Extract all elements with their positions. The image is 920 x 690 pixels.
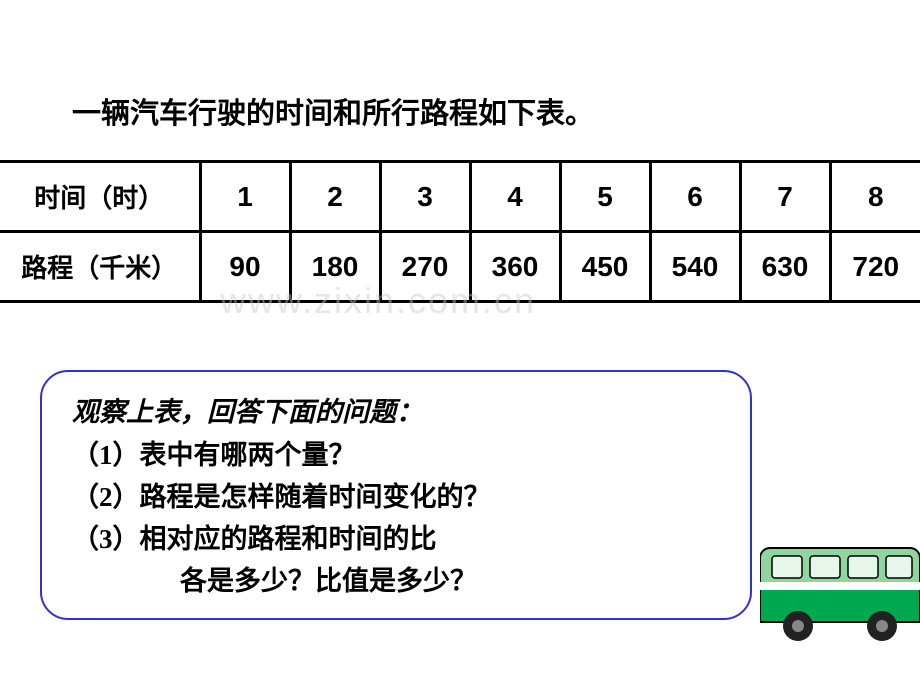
time-cell: 2 [290, 162, 380, 232]
dist-cell: 360 [470, 232, 560, 302]
dist-cell: 180 [290, 232, 380, 302]
bus-window [810, 556, 840, 578]
time-cell: 7 [740, 162, 830, 232]
question-3a: （3）相对应的路程和时间的比 [72, 519, 730, 561]
bus-window [772, 556, 802, 578]
time-cell: 8 [830, 162, 920, 232]
dist-cell: 540 [650, 232, 740, 302]
question-3b: 各是多少？比值是多少？ [72, 561, 730, 603]
time-cell: 3 [380, 162, 470, 232]
table-row-distance: 路程（千米） 90 180 270 360 450 540 630 720 [0, 232, 920, 302]
bus-window [848, 556, 878, 578]
bus-body-lower [760, 588, 920, 622]
time-cell: 6 [650, 162, 740, 232]
bus-stripe [760, 582, 920, 590]
question-2: （2）路程是怎样随着时间变化的？ [72, 477, 730, 519]
bus-hub [792, 620, 804, 632]
bus-icon [760, 538, 920, 648]
dist-cell: 720 [830, 232, 920, 302]
dist-cell: 450 [560, 232, 650, 302]
data-table: 时间（时） 1 2 3 4 5 6 7 8 路程（千米） 90 180 270 … [0, 160, 920, 303]
table-row-time: 时间（时） 1 2 3 4 5 6 7 8 [0, 162, 920, 232]
time-cell: 1 [200, 162, 290, 232]
row-header-time: 时间（时） [0, 162, 200, 232]
question-1: （1）表中有哪两个量？ [72, 435, 730, 477]
page-title: 一辆汽车行驶的时间和所行路程如下表。 [72, 90, 594, 132]
question-prompt: 观察上表，回答下面的问题： [72, 390, 730, 429]
time-cell: 4 [470, 162, 560, 232]
bus-window [886, 556, 912, 578]
time-cell: 5 [560, 162, 650, 232]
dist-cell: 90 [200, 232, 290, 302]
dist-cell: 270 [380, 232, 470, 302]
question-box: 观察上表，回答下面的问题： （1）表中有哪两个量？ （2）路程是怎样随着时间变化… [40, 370, 752, 620]
bus-hub [876, 620, 888, 632]
row-header-distance: 路程（千米） [0, 232, 200, 302]
dist-cell: 630 [740, 232, 830, 302]
